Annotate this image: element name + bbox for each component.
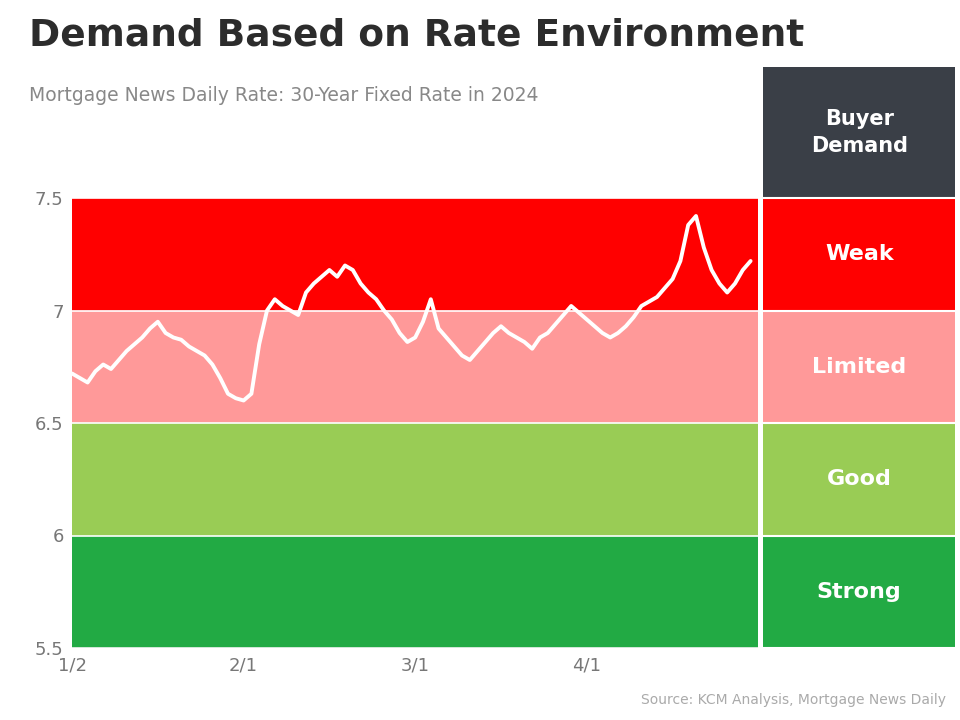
- Text: Buyer
Demand: Buyer Demand: [810, 109, 908, 156]
- FancyBboxPatch shape: [763, 536, 955, 648]
- Text: Weak: Weak: [825, 244, 894, 264]
- Bar: [72, 198, 758, 310]
- Text: Source: KCM Analysis, Mortgage News Daily: Source: KCM Analysis, Mortgage News Dail…: [640, 693, 946, 707]
- Text: Mortgage News Daily Rate: 30-Year Fixed Rate in 2024: Mortgage News Daily Rate: 30-Year Fixed …: [29, 86, 539, 105]
- Bar: [72, 536, 758, 648]
- FancyBboxPatch shape: [763, 68, 955, 198]
- FancyBboxPatch shape: [763, 423, 955, 536]
- Text: Good: Good: [827, 469, 892, 490]
- FancyBboxPatch shape: [763, 310, 955, 423]
- Bar: [72, 310, 758, 423]
- FancyBboxPatch shape: [763, 198, 955, 310]
- Text: Strong: Strong: [817, 582, 901, 602]
- Bar: [72, 423, 758, 536]
- Text: Demand Based on Rate Environment: Demand Based on Rate Environment: [29, 18, 804, 54]
- Text: Limited: Limited: [812, 356, 906, 377]
